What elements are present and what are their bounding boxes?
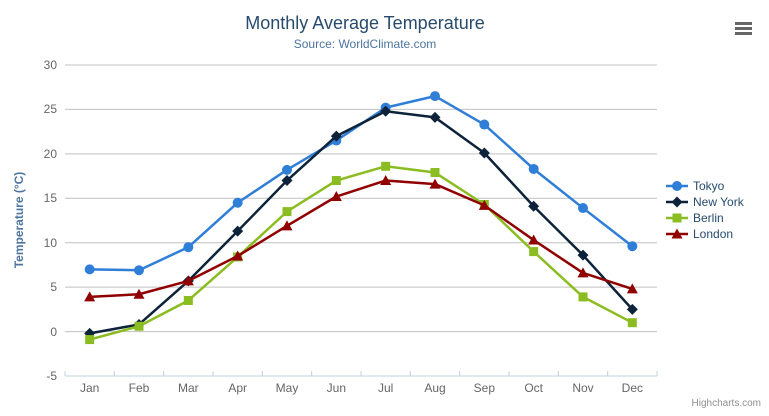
tokyo-series-marker-icon xyxy=(666,181,688,191)
y-axis-label: 30 xyxy=(43,58,57,72)
y-axis-label: 20 xyxy=(43,146,57,161)
legend-label: London xyxy=(693,227,734,241)
x-axis-label: Feb xyxy=(128,381,150,395)
legend-label: New York xyxy=(693,195,744,209)
chart-title: Monthly Average Temperature xyxy=(245,13,485,33)
london-series-marker-icon xyxy=(666,228,688,239)
chart-subtitle: Source: WorldClimate.com xyxy=(293,37,437,51)
x-axis-label: Jan xyxy=(79,381,100,395)
legend-label: Tokyo xyxy=(693,179,725,193)
berlin-series-marker-icon xyxy=(666,213,688,223)
y-axis-label: 0 xyxy=(50,324,57,339)
x-axis-label: Jun xyxy=(326,381,346,395)
x-axis-label: Nov xyxy=(572,381,594,395)
y-axis-label: -5 xyxy=(46,369,57,383)
highcharts-credits-link[interactable]: Highcharts.com xyxy=(691,398,761,409)
legend-item-new-york[interactable]: New York xyxy=(666,194,744,210)
hamburger-icon xyxy=(735,21,753,35)
legend-item-london[interactable]: London xyxy=(666,226,744,242)
x-axis-label: Dec xyxy=(621,381,643,395)
y-axis-label: 10 xyxy=(43,235,57,250)
y-axis-label: 5 xyxy=(50,280,57,295)
x-axis-label: May xyxy=(275,381,299,395)
x-axis-label: Oct xyxy=(524,381,543,395)
y-axis-label: 15 xyxy=(43,191,57,206)
legend: Tokyo New York Berlin London xyxy=(666,178,744,242)
x-axis-label: Jul xyxy=(377,381,394,395)
x-axis-label: Aug xyxy=(424,381,446,395)
legend-label: Berlin xyxy=(693,211,724,225)
x-axis-label: Sep xyxy=(473,381,495,395)
x-axis-label: Apr xyxy=(228,381,247,395)
legend-item-tokyo[interactable]: Tokyo xyxy=(666,178,744,194)
legend-item-berlin[interactable]: Berlin xyxy=(666,210,744,226)
x-axis-label: Mar xyxy=(177,381,199,395)
new-york-series-marker-icon xyxy=(666,196,688,208)
y-axis-label: 25 xyxy=(43,102,57,117)
chart-context-menu-button[interactable] xyxy=(733,19,755,37)
